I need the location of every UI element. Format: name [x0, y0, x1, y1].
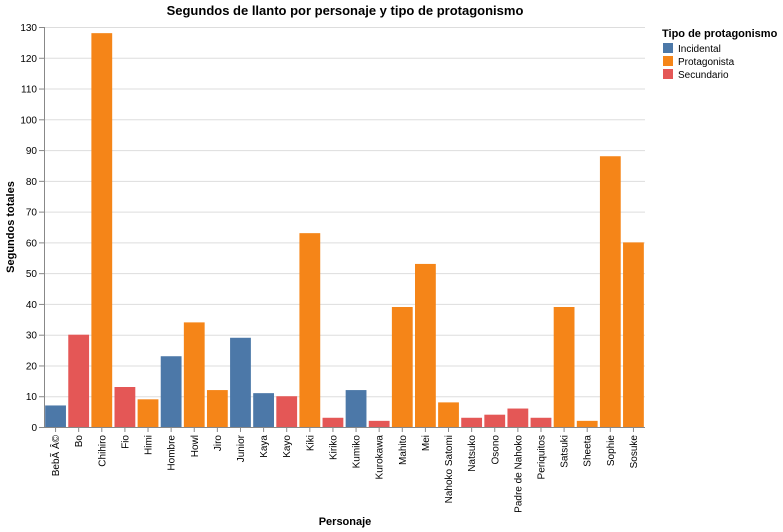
bar	[230, 337, 251, 427]
bar	[206, 390, 228, 427]
x-tick-label: Sophie	[606, 435, 617, 467]
bar	[576, 420, 598, 427]
bar	[461, 417, 483, 427]
y-tick-label: 40	[26, 300, 38, 311]
bar	[599, 156, 621, 427]
bar	[623, 242, 644, 427]
bar	[45, 405, 66, 427]
x-tick-label: Nahoko Satomi	[444, 435, 455, 503]
x-tick-label: Himi	[144, 435, 155, 455]
y-tick-label: 10	[26, 392, 38, 403]
bar	[391, 307, 413, 427]
y-tick-label: 70	[26, 208, 38, 219]
y-tick-label: 110	[21, 85, 37, 96]
x-tick-label: Mahito	[398, 435, 409, 465]
legend-swatch	[663, 43, 673, 53]
x-tick-label: Jiro	[213, 435, 224, 452]
y-tick-label: 80	[26, 177, 38, 188]
bar	[322, 417, 344, 427]
x-axis-title: Personaje	[319, 516, 372, 528]
y-tick-label: 50	[26, 269, 38, 280]
x-tick-label: Padre de Nahoko	[513, 435, 524, 513]
chart-title: Segundos de llanto por personaje y tipo …	[167, 3, 524, 18]
x-tick-label: Kayo	[282, 435, 293, 458]
x-tick-label: Kumiko	[352, 435, 363, 469]
x-tick-label: Bo	[74, 435, 85, 448]
y-tick-label: 100	[20, 115, 37, 126]
legend-swatch	[663, 56, 673, 66]
y-tick-label: 20	[26, 361, 38, 372]
x-tick-label: Howl	[190, 435, 201, 457]
bar	[91, 33, 113, 428]
x-tick-label: Kiki	[305, 435, 316, 451]
x-tick-label: Hombre	[167, 435, 178, 471]
bar	[137, 399, 159, 427]
x-tick-label: Osono	[490, 435, 501, 465]
bar	[253, 393, 274, 427]
bar	[553, 307, 575, 427]
y-tick-label: 90	[26, 146, 38, 157]
bar	[368, 420, 390, 427]
y-tick-label: 60	[26, 238, 38, 249]
x-tick-label: Kiriko	[328, 435, 339, 460]
x-tick-label: Natsuko	[467, 435, 478, 472]
bar	[299, 233, 321, 427]
y-tick-label: 30	[26, 331, 38, 342]
x-tick-label: Kurokawa	[375, 435, 386, 480]
x-tick-label: Satsuki	[560, 435, 571, 468]
y-axis-title: Segundos totales	[5, 181, 17, 273]
bar	[276, 396, 298, 427]
bar	[507, 408, 529, 427]
axes: 0 10 20 30 40 50 60 70 80 90 100 110 120 130 BebÃ Â© Bo…	[20, 23, 645, 513]
x-tick-label: Fio	[120, 435, 131, 449]
bar	[415, 263, 436, 427]
x-tick-label: Junior	[236, 434, 247, 462]
x-tick-label: BebÃ Â©	[49, 434, 62, 476]
legend: Tipo de protagonismo Incidental Protagoni…	[662, 28, 778, 81]
legend-title: Tipo de protagonismo	[662, 28, 778, 40]
bar	[183, 322, 205, 427]
x-tick-label: Mei	[421, 435, 432, 451]
legend-label: Protagonista	[678, 57, 735, 68]
bar	[114, 387, 136, 427]
x-tick-label: Chihiro	[97, 435, 108, 467]
y-tick-label: 130	[20, 23, 37, 34]
x-tick-label: Periquitos	[536, 435, 547, 479]
bar	[438, 402, 459, 427]
legend-label: Secundario	[678, 70, 729, 81]
bar	[68, 334, 90, 427]
bars	[45, 33, 644, 428]
legend-label: Incidental	[678, 44, 721, 55]
bar	[530, 417, 552, 427]
bar	[160, 356, 182, 427]
bar	[345, 390, 367, 427]
y-tick-label: 120	[20, 54, 37, 65]
x-tick-label: Sheeta	[583, 435, 594, 467]
x-tick-label: Kaya	[259, 435, 270, 458]
legend-swatch	[663, 69, 673, 79]
bar	[484, 414, 506, 427]
gridlines	[44, 27, 645, 428]
y-tick-label: 0	[31, 423, 37, 434]
x-tick-label: Sosuke	[629, 435, 640, 469]
